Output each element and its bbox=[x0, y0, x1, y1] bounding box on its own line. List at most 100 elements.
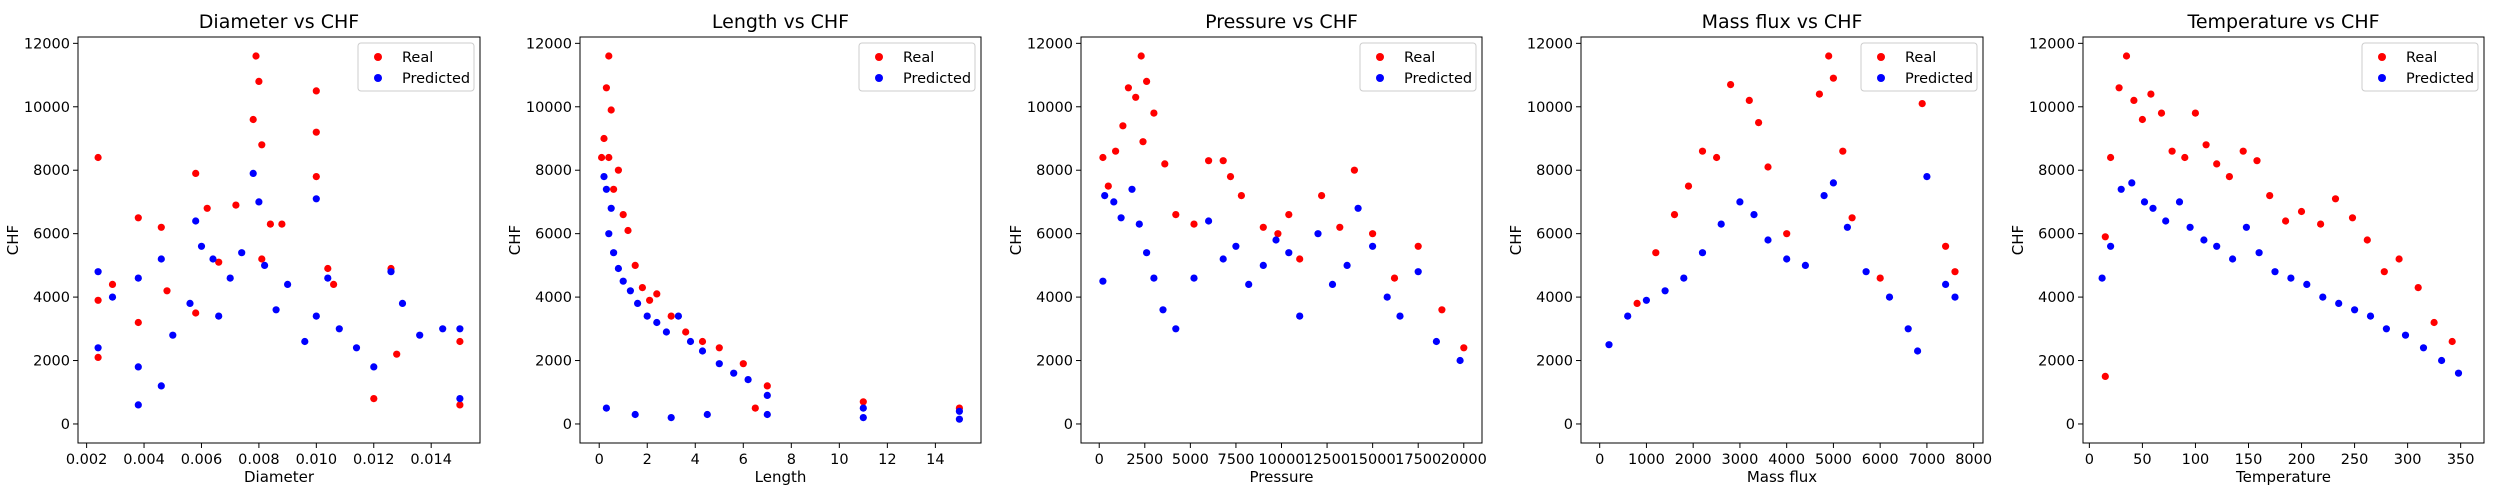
y-tick-label: 12000 bbox=[24, 36, 70, 52]
data-point bbox=[2239, 147, 2247, 155]
data-point bbox=[94, 153, 102, 162]
legend-box bbox=[1359, 42, 1477, 92]
data-point bbox=[667, 312, 675, 320]
data-point bbox=[605, 153, 613, 162]
data-point bbox=[1390, 274, 1399, 282]
data-point bbox=[2186, 223, 2194, 231]
y-tick-label: 8000 bbox=[535, 163, 572, 179]
data-point bbox=[682, 328, 690, 336]
series-real bbox=[598, 52, 964, 412]
data-point bbox=[387, 268, 395, 276]
legend-marker-predicted bbox=[1877, 74, 1885, 82]
data-point bbox=[1885, 293, 1894, 301]
y-axis-label: CHF bbox=[1507, 225, 1525, 255]
y-tick-label: 8000 bbox=[2038, 163, 2075, 179]
legend-marker-predicted bbox=[374, 74, 382, 82]
data-point bbox=[1159, 306, 1167, 314]
data-point bbox=[456, 401, 464, 409]
x-tick-label: 0.012 bbox=[353, 452, 395, 468]
chart-title: Diameter vs CHF bbox=[199, 11, 359, 33]
data-point bbox=[1343, 261, 1351, 269]
data-point bbox=[1624, 312, 1632, 320]
legend-box bbox=[2361, 42, 2479, 92]
data-point bbox=[624, 226, 632, 235]
legend-marker-real bbox=[374, 53, 382, 61]
data-point bbox=[2130, 96, 2138, 104]
data-point bbox=[370, 363, 378, 371]
data-point bbox=[631, 410, 639, 419]
y-tick-label: 12000 bbox=[526, 36, 572, 52]
data-point bbox=[1764, 236, 1772, 244]
data-point bbox=[352, 344, 361, 352]
data-point bbox=[312, 312, 320, 320]
data-point bbox=[610, 185, 618, 193]
data-point bbox=[1633, 299, 1641, 307]
data-point bbox=[238, 249, 246, 257]
data-point bbox=[619, 277, 627, 285]
data-point bbox=[456, 395, 464, 403]
data-point bbox=[1259, 223, 1267, 231]
data-point bbox=[614, 166, 623, 174]
data-point bbox=[2149, 204, 2157, 212]
data-point bbox=[215, 312, 223, 320]
legend-label-real: Real bbox=[402, 50, 433, 66]
data-point bbox=[698, 347, 707, 355]
data-point bbox=[261, 261, 269, 269]
data-point bbox=[1117, 214, 1125, 222]
data-point bbox=[1829, 179, 1837, 187]
data-point bbox=[2430, 318, 2438, 327]
data-point bbox=[1336, 223, 1344, 231]
data-point bbox=[1172, 211, 1180, 219]
data-point bbox=[2225, 173, 2233, 181]
y-tick-label: 10000 bbox=[2029, 100, 2075, 116]
data-point bbox=[751, 404, 759, 412]
data-point bbox=[330, 280, 338, 288]
x-tick-label: 150 bbox=[2235, 452, 2263, 468]
data-point bbox=[2213, 160, 2221, 168]
data-point bbox=[763, 382, 771, 390]
data-point bbox=[1801, 261, 1809, 269]
data-point bbox=[1839, 147, 1847, 155]
data-point bbox=[1161, 160, 1169, 168]
y-tick-label: 4000 bbox=[33, 290, 70, 306]
data-point bbox=[662, 328, 671, 336]
data-point bbox=[1318, 192, 1326, 200]
data-point bbox=[312, 128, 320, 136]
x-tick-label: 14 bbox=[926, 452, 944, 468]
y-tick-label: 2000 bbox=[1036, 354, 1073, 370]
legend: Real Predicted bbox=[1359, 42, 1477, 92]
data-point bbox=[698, 337, 707, 346]
x-tick-label: 2500 bbox=[1126, 452, 1163, 468]
data-point bbox=[398, 299, 407, 307]
data-point bbox=[1259, 261, 1267, 269]
data-point bbox=[2253, 157, 2261, 165]
data-point bbox=[653, 290, 661, 298]
data-point bbox=[1383, 293, 1391, 301]
data-point bbox=[1314, 230, 1322, 238]
x-tick-label: 6000 bbox=[1862, 452, 1899, 468]
data-point bbox=[1942, 280, 1950, 288]
data-point bbox=[1745, 96, 1753, 104]
data-point bbox=[1219, 157, 1227, 165]
data-point bbox=[1951, 268, 1959, 276]
x-tick-label: 10 bbox=[830, 452, 848, 468]
x-tick-label: 3000 bbox=[1721, 452, 1758, 468]
data-point bbox=[955, 415, 964, 423]
plot-frame bbox=[1080, 36, 1483, 444]
data-point bbox=[607, 204, 615, 212]
x-tick-label: 0.002 bbox=[66, 452, 108, 468]
data-point bbox=[1680, 274, 1688, 282]
data-point bbox=[272, 306, 280, 314]
data-point bbox=[94, 344, 102, 352]
data-point bbox=[1219, 255, 1227, 263]
x-tick-label: 0.008 bbox=[238, 452, 280, 468]
x-tick-label: 350 bbox=[2447, 452, 2475, 468]
data-point bbox=[1652, 249, 1660, 257]
data-point bbox=[1843, 223, 1851, 231]
data-point bbox=[94, 353, 102, 361]
data-point bbox=[859, 398, 867, 406]
data-point bbox=[169, 331, 177, 339]
x-tick-label: 0 bbox=[1595, 452, 1604, 468]
y-tick-label: 0 bbox=[61, 417, 70, 433]
